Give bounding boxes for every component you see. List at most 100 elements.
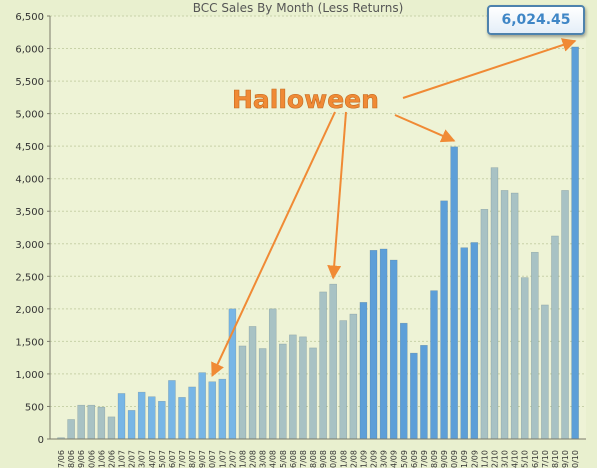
bar <box>390 260 397 439</box>
bar <box>68 419 75 439</box>
bar <box>491 168 498 439</box>
bar <box>320 292 327 439</box>
y-tick-label: 5,000 <box>15 110 44 121</box>
bar <box>441 201 448 439</box>
bar <box>471 242 478 439</box>
bar <box>199 373 206 439</box>
bar <box>108 417 115 439</box>
x-tick-label: 8/07 <box>188 450 197 468</box>
bar <box>481 209 488 439</box>
y-tick-label: 2,500 <box>15 272 44 283</box>
x-tick-label: 7/07 <box>178 450 187 468</box>
bar <box>88 405 95 439</box>
x-tick-label: 1/10 <box>480 450 489 468</box>
bar <box>310 348 317 439</box>
bar <box>158 401 165 439</box>
x-tick-label: 6/10 <box>531 450 540 468</box>
bar <box>78 405 85 439</box>
y-tick-label: 1,000 <box>15 370 44 381</box>
bar <box>269 309 276 439</box>
y-tick-label: 5,500 <box>15 77 44 88</box>
bar <box>531 252 538 439</box>
x-tick-label: 11/07 <box>218 450 227 468</box>
x-tick-label: 10/06 <box>87 450 96 468</box>
bar <box>128 410 135 439</box>
x-tick-label: 10/10 <box>571 450 580 468</box>
bar <box>501 190 508 439</box>
x-tick-label: 8/10 <box>551 450 560 468</box>
y-tick-label: 4,500 <box>15 142 44 153</box>
bar <box>118 393 125 439</box>
x-tick-label: 10/07 <box>208 450 217 468</box>
x-tick-label: 12/07 <box>228 450 237 468</box>
x-tick-label: 5/08 <box>279 450 288 468</box>
x-tick-label: 1/08 <box>238 450 247 468</box>
x-tick-label: 3/08 <box>259 450 268 468</box>
bar <box>340 321 347 439</box>
bar <box>511 193 518 439</box>
bar <box>239 346 246 439</box>
x-tick-label: 4/10 <box>511 450 520 468</box>
bar <box>279 344 286 439</box>
y-tick-label: 6,500 <box>15 12 44 23</box>
x-tick-label: 12/06 <box>107 450 116 468</box>
x-tick-label: 8/08 <box>309 450 318 468</box>
x-tick-label: 7/06 <box>57 450 66 468</box>
y-tick-label: 3,500 <box>15 207 44 218</box>
bar <box>189 387 196 439</box>
y-tick-labels: 0 500 1,000 1,500 2,000 2,500 3,000 3,500 4,000 4… <box>15 12 50 446</box>
x-tick-label: 12/09 <box>470 450 479 468</box>
y-tick-label: 500 <box>25 402 44 413</box>
bar <box>420 345 427 439</box>
x-tick-label: 6/09 <box>410 450 419 468</box>
bar <box>461 248 468 439</box>
x-tick-label: 1/07 <box>118 450 127 468</box>
bar <box>551 236 558 439</box>
bar <box>380 249 387 439</box>
x-tick-label: 11/06 <box>97 450 106 468</box>
x-tick-label: 7/09 <box>420 450 429 468</box>
x-tick-label: 11/09 <box>460 450 469 468</box>
bar <box>209 382 216 439</box>
x-tick-label: 5/07 <box>158 450 167 468</box>
bar <box>259 349 266 439</box>
x-tick-label: 3/09 <box>380 450 389 468</box>
x-tick-label: 2/07 <box>128 450 137 468</box>
x-tick-label: 10/09 <box>450 450 459 468</box>
x-tick-label: 7/08 <box>299 450 308 468</box>
x-tick-label: 2/10 <box>490 450 499 468</box>
x-tick-label: 9/08 <box>319 450 328 468</box>
x-tick-label: 9/10 <box>561 450 570 468</box>
x-tick-label: 3/10 <box>501 450 510 468</box>
x-tick-label: 4/07 <box>148 450 157 468</box>
x-tick-label: 7/10 <box>541 450 550 468</box>
chart-title: BCC Sales By Month (Less Returns) <box>193 1 404 15</box>
bar <box>249 326 256 439</box>
x-tick-label: 9/06 <box>77 450 86 468</box>
bar <box>168 380 175 439</box>
bar <box>410 353 417 439</box>
bar <box>138 392 145 439</box>
bar <box>572 47 579 439</box>
x-tick-label: 9/09 <box>440 450 449 468</box>
x-tick-label: 1/09 <box>359 450 368 468</box>
annotation-label: Halloween <box>232 85 379 114</box>
x-tick-label: 4/09 <box>390 450 399 468</box>
bar <box>299 337 306 439</box>
y-tick-label: 4,000 <box>15 175 44 186</box>
bar <box>521 278 528 439</box>
x-tick-label: 12/08 <box>349 450 358 468</box>
x-tick-labels: 7/06 8/06 9/06 10/06 11/06 12/06 1/07 2/07 3/07 4… <box>57 450 580 468</box>
bar <box>451 147 458 439</box>
bar <box>400 323 407 439</box>
x-tick-label: 2/09 <box>370 450 379 468</box>
bar <box>370 250 377 439</box>
x-tick-label: 11/08 <box>339 450 348 468</box>
bar <box>360 302 367 439</box>
bar <box>98 407 105 439</box>
bar <box>330 284 337 439</box>
x-tick-label: 5/10 <box>521 450 530 468</box>
value-readout: 6,024.45 <box>487 5 585 35</box>
